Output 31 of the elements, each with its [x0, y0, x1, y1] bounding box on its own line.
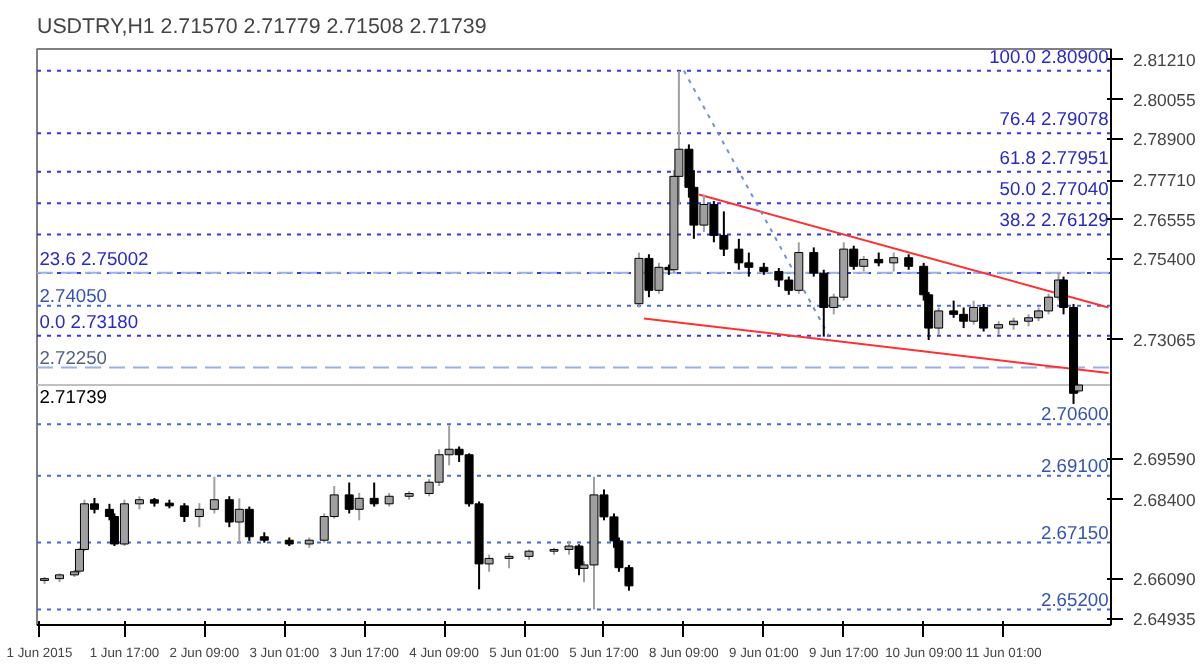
ref-line-label: 23.6 2.75002: [39, 249, 149, 270]
candlestick: [194, 502, 204, 529]
ref-line-label: 50.0 2.77040: [999, 179, 1109, 200]
candlestick: [209, 475, 219, 515]
y-tick-label: 2.80055: [1133, 89, 1196, 110]
y-tick-label: 2.78900: [1133, 129, 1196, 150]
y-tick-label: 2.69590: [1133, 448, 1196, 469]
candlestick: [889, 251, 899, 273]
y-tick-label: 2.75400: [1133, 249, 1196, 270]
y-tick-label: 2.66090: [1133, 569, 1196, 589]
candlestick: [179, 502, 189, 524]
y-tick-label: 2.68400: [1133, 489, 1196, 510]
y-tick-label: 2.77710: [1133, 170, 1196, 191]
y-tick-label: 2.81210: [1133, 49, 1196, 70]
ref-line-label: 100.0 2.80900: [989, 46, 1109, 67]
ref-line-label: 76.4 2.79078: [999, 109, 1109, 130]
ref-line-label: 2.70600: [1041, 404, 1109, 425]
ref-line-label: 61.8 2.77951: [999, 147, 1109, 168]
candlestick: [369, 481, 379, 508]
ref-line-label: 2.71739: [39, 387, 107, 408]
ref-line-label: 2.69100: [1041, 455, 1109, 476]
ref-line-label: 2.74050: [39, 285, 107, 306]
ref-line-label: 2.65200: [1041, 589, 1109, 610]
y-tick-label: 2.73065: [1133, 329, 1196, 350]
ref-line-label: 38.2 2.76129: [999, 210, 1109, 231]
chart-title: USDTRY,H1 2.71570 2.71779 2.71508 2.71739: [37, 15, 487, 39]
ref-line-label: 0.0 2.73180: [39, 311, 139, 332]
ref-line-label: 2.72250: [39, 347, 107, 368]
y-tick-label: 2.64935: [1133, 608, 1196, 629]
y-tick-label: 2.76555: [1133, 209, 1196, 230]
ref-line-label: 2.67150: [1041, 522, 1109, 543]
